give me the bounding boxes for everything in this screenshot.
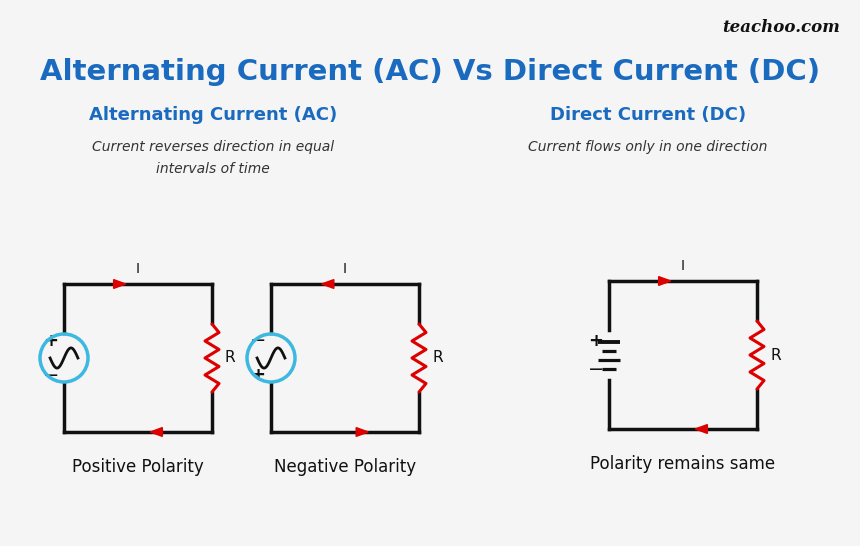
Text: −: −	[588, 359, 605, 378]
Polygon shape	[114, 280, 126, 288]
Text: I: I	[343, 262, 347, 276]
Text: Positive Polarity: Positive Polarity	[72, 458, 204, 476]
Text: Negative Polarity: Negative Polarity	[274, 458, 416, 476]
Text: Direct Current (DC): Direct Current (DC)	[550, 106, 746, 124]
Text: Alternating Current (AC) Vs Direct Current (DC): Alternating Current (AC) Vs Direct Curre…	[40, 58, 820, 86]
Text: R: R	[225, 351, 236, 365]
Text: +: +	[44, 332, 58, 350]
Text: I: I	[681, 259, 685, 273]
Text: Alternating Current (AC): Alternating Current (AC)	[89, 106, 337, 124]
Text: −: −	[43, 366, 59, 385]
Text: teachoo.com: teachoo.com	[722, 20, 840, 37]
Polygon shape	[356, 428, 368, 436]
Polygon shape	[695, 425, 708, 434]
Text: R: R	[432, 351, 443, 365]
Text: Current flows only in one direction: Current flows only in one direction	[528, 140, 768, 154]
Polygon shape	[322, 280, 334, 288]
Text: +: +	[250, 366, 266, 384]
Text: Polarity remains same: Polarity remains same	[591, 455, 776, 473]
Text: R: R	[770, 347, 781, 363]
Text: I: I	[136, 262, 140, 276]
Text: −: −	[249, 331, 267, 350]
Text: +: +	[588, 332, 604, 350]
Polygon shape	[659, 277, 671, 286]
Polygon shape	[150, 428, 163, 436]
Text: Current reverses direction in equal
intervals of time: Current reverses direction in equal inte…	[92, 140, 334, 176]
